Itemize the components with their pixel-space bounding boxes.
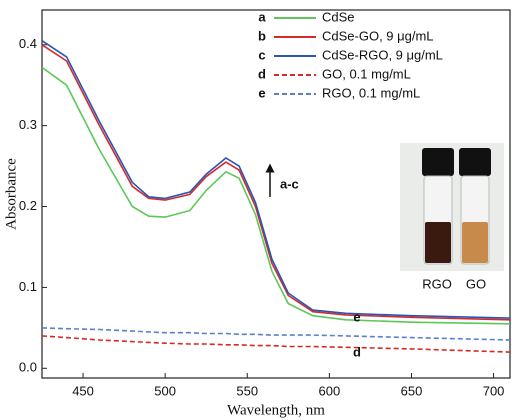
y-tick-label: 0.3: [19, 117, 37, 132]
legend-label: CdSe: [322, 9, 355, 24]
annotation: RGO: [422, 276, 452, 291]
series-line: [41, 327, 511, 341]
y-tick-label: 0.2: [19, 198, 37, 213]
x-tick-label: 550: [236, 383, 258, 398]
series-line: [41, 335, 511, 353]
vial-cap: [422, 148, 454, 176]
series-line: [41, 40, 511, 319]
inset-photo: [400, 143, 504, 271]
vial-cap: [459, 148, 491, 176]
legend-letter: a: [258, 9, 266, 24]
legend-label: RGO, 0.1 mg/mL: [322, 85, 420, 100]
legend-label: CdSe-GO, 9 μg/mL: [322, 28, 434, 43]
x-tick-label: 500: [154, 383, 176, 398]
y-tick-label: 0.4: [19, 36, 37, 51]
legend-letter: d: [258, 66, 266, 81]
x-axis-title: Wavelength, nm: [227, 402, 325, 418]
vial-liquid: [462, 222, 488, 263]
legend-label: CdSe-RGO, 9 μg/mL: [322, 47, 443, 62]
plot-frame: [41, 9, 511, 379]
y-axis-title: Absorbance: [3, 158, 19, 230]
annotation: GO: [466, 276, 486, 291]
y-tick-label: 0.1: [19, 279, 37, 294]
legend-letter: b: [258, 28, 266, 43]
x-tick-label: 450: [72, 383, 94, 398]
annotation: d: [353, 344, 361, 359]
y-tick-label: 0.0: [19, 360, 37, 375]
x-tick-label: 650: [401, 383, 423, 398]
series-line: [41, 66, 511, 325]
x-tick-label: 700: [483, 383, 505, 398]
annotation: e: [353, 309, 360, 324]
annotation: a-c: [280, 176, 299, 191]
x-tick-label: 600: [319, 383, 341, 398]
legend-letter: e: [258, 85, 265, 100]
series-line: [41, 44, 511, 321]
legend-label: GO, 0.1 mg/mL: [322, 66, 411, 81]
legend-letter: c: [258, 47, 265, 62]
vial-liquid: [425, 222, 451, 263]
